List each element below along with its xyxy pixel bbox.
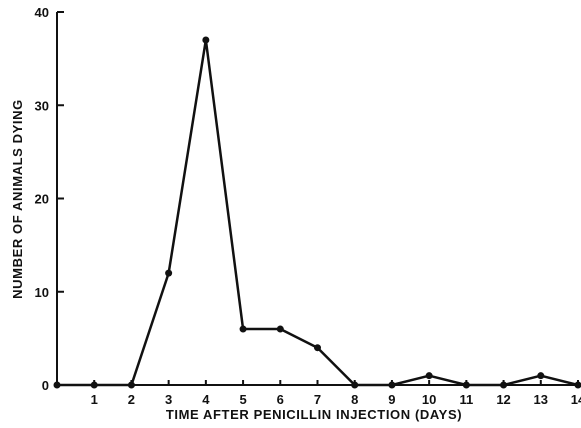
x-tick-label: 13 [534, 392, 548, 407]
x-ticks: 1234567891011121314 [91, 380, 581, 407]
x-tick-label: 3 [165, 392, 172, 407]
x-tick-label: 1 [91, 392, 98, 407]
data-point [239, 325, 247, 333]
x-axis-title: TIME AFTER PENICILLIN INJECTION (DAYS) [166, 407, 462, 422]
data-point [462, 381, 470, 389]
data-point [202, 36, 210, 44]
data-point [574, 381, 581, 389]
y-ticks: 0 10 20 30 40 [35, 5, 64, 393]
x-tick-label: 2 [128, 392, 135, 407]
series-line [57, 38, 579, 387]
data-point [388, 381, 396, 389]
x-tick-label: 10 [422, 392, 436, 407]
x-tick-label: 4 [202, 392, 210, 407]
x-tick-label: 9 [388, 392, 395, 407]
y-tick-label: 30 [35, 98, 49, 113]
x-tick-label: 11 [459, 392, 473, 407]
x-tick-label: 7 [314, 392, 321, 407]
x-tick-label: 5 [239, 392, 246, 407]
y-tick-label: 20 [35, 192, 49, 207]
data-point [314, 344, 321, 352]
x-tick-label: 12 [496, 392, 510, 407]
data-point [127, 381, 135, 389]
data-point [165, 269, 173, 277]
data-point [351, 381, 359, 389]
x-tick-label: 14 [571, 392, 581, 407]
data-point [276, 325, 284, 333]
data-point [425, 372, 433, 380]
data-point [90, 381, 98, 389]
series [53, 36, 581, 389]
x-tick-label: 8 [351, 392, 358, 407]
data-point [500, 381, 508, 389]
data-point [53, 381, 61, 389]
x-tick-label: 6 [277, 392, 284, 407]
y-tick-label: 0 [42, 378, 49, 393]
y-tick-label: 10 [35, 285, 49, 300]
y-tick-label: 40 [35, 5, 49, 20]
y-axis-title: NUMBER OF ANIMALS DYING [10, 99, 25, 299]
data-point [537, 372, 545, 380]
